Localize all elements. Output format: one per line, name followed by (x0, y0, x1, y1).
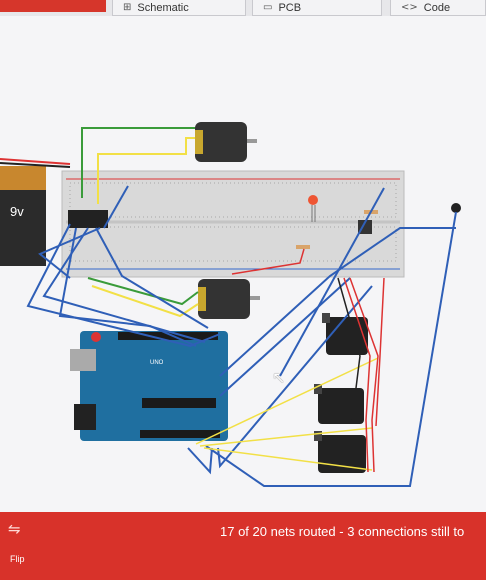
status-footer: ⇋ Flip 17 of 20 nets routed - 3 connecti… (0, 512, 486, 580)
battery-9v[interactable]: 9v (0, 158, 71, 266)
sensor-component[interactable] (451, 203, 461, 213)
mouse-cursor-icon: ↖ (272, 368, 286, 387)
motor-driver-chip[interactable] (68, 210, 108, 228)
routing-status: 17 of 20 nets routed - 3 connections sti… (220, 524, 465, 539)
dc-motor-bottom[interactable] (198, 279, 260, 319)
red-led[interactable] (308, 195, 318, 222)
tab-schematic[interactable]: ⊞ Schematic (112, 0, 246, 16)
flip-icon: ⇋ (8, 520, 21, 538)
pcb-icon: ▭ (263, 2, 273, 13)
arduino-label: UNO (150, 360, 164, 366)
wires-motor (81, 127, 199, 318)
wires-servo (195, 248, 385, 473)
active-tab-strip (0, 0, 106, 12)
circuit-canvas[interactable]: 9v (0, 16, 486, 512)
dc-motor-top[interactable] (195, 122, 257, 162)
arduino-uno-board[interactable]: UNO (70, 331, 228, 441)
tab-pcb-label: PCB (278, 1, 302, 14)
top-bar: ⊞ Schematic ▭ PCB <> Code (0, 0, 486, 16)
tab-code[interactable]: <> Code (390, 0, 486, 16)
code-icon: <> (401, 2, 418, 13)
battery-label: 9v (10, 204, 24, 219)
tab-schematic-label: Schematic (137, 1, 189, 14)
breadboard[interactable] (61, 170, 405, 278)
resistor[interactable] (296, 245, 310, 249)
servo-3[interactable] (314, 431, 366, 473)
flip-label: Flip (10, 554, 25, 564)
tab-code-label: Code (423, 1, 451, 14)
wires-blue (26, 185, 457, 487)
flip-button[interactable]: ⇋ Flip (8, 520, 40, 566)
tab-pcb[interactable]: ▭ PCB (252, 0, 382, 16)
schematic-icon: ⊞ (123, 2, 132, 13)
